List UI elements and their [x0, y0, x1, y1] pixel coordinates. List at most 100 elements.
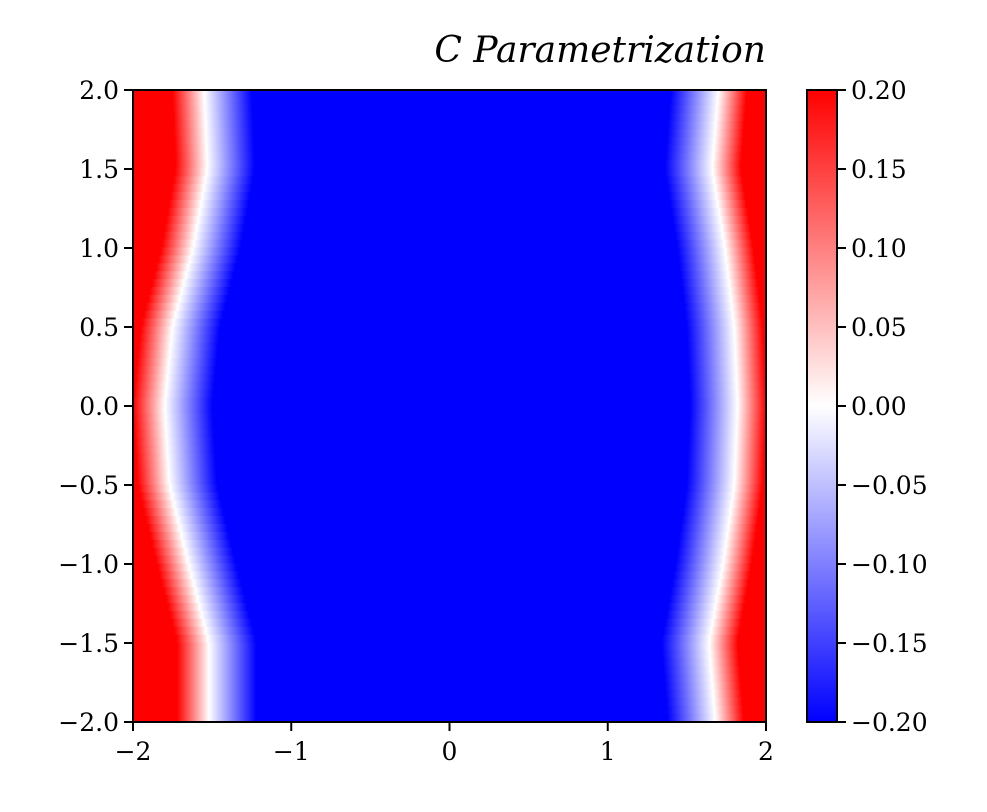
heatmap-row — [133, 697, 766, 707]
heatmap-row — [133, 658, 766, 668]
heatmap-row — [133, 468, 766, 478]
heatmap-row — [133, 642, 766, 652]
colorbar-tick-label: −0.20 — [851, 708, 928, 737]
heatmap-row — [133, 405, 766, 415]
y-tick-label: −1.0 — [58, 550, 119, 579]
heatmap-row — [133, 294, 766, 304]
heatmap-row — [133, 484, 766, 494]
heatmap-row — [133, 689, 766, 699]
colorbar-tick-label: −0.15 — [851, 629, 928, 658]
colorbar-tick-label: 0.05 — [851, 313, 907, 342]
colorbar-tick-label: 0.20 — [851, 76, 907, 105]
heatmap-row — [133, 255, 766, 265]
heatmap-row — [133, 571, 766, 581]
y-tick-label: −2.0 — [58, 708, 119, 737]
heatmap-row — [133, 279, 766, 288]
heatmap-row — [133, 358, 766, 367]
heatmap-area — [132, 89, 767, 723]
heatmap-row — [133, 666, 766, 676]
heatmap-row — [133, 531, 766, 541]
heatmap-row — [133, 587, 766, 597]
heatmap-row — [133, 713, 766, 722]
heatmap-row — [133, 476, 766, 486]
heatmap-row — [133, 397, 766, 407]
y-tick-label: 0.5 — [79, 313, 119, 342]
y-tick-label: −0.5 — [58, 471, 119, 500]
heatmap-row — [133, 239, 766, 249]
heatmap-row — [133, 160, 766, 170]
heatmap-row — [133, 705, 766, 715]
heatmap-row — [133, 516, 766, 525]
x-axis: −2 −1 0 1 2 — [115, 722, 774, 766]
heatmap-row — [133, 231, 766, 241]
heatmap-row — [133, 176, 766, 186]
heatmap-row — [133, 342, 766, 352]
colorbar-tick-label: −0.05 — [851, 471, 928, 500]
heatmap-row — [133, 626, 766, 636]
heatmap-row — [133, 144, 766, 154]
y-tick-label: −1.5 — [58, 629, 119, 658]
heatmap-row — [133, 579, 766, 589]
heatmap-row — [133, 508, 766, 518]
heatmap-row — [133, 334, 766, 344]
heatmap-row — [133, 208, 766, 217]
heatmap-row — [133, 113, 766, 123]
heatmap-row — [133, 492, 766, 502]
heatmap-row — [133, 373, 766, 383]
heatmap-row — [133, 263, 766, 273]
heatmap-row — [133, 563, 766, 573]
heatmap-row — [133, 389, 766, 399]
heatmap-row — [133, 97, 766, 107]
heatmap-row — [133, 247, 766, 257]
heatmap-row — [133, 192, 766, 202]
heatmap-row — [133, 326, 766, 336]
colorbar-tick-label: −0.10 — [851, 550, 928, 579]
chart-title: C Parametrization — [434, 30, 766, 71]
heatmap-row — [133, 105, 766, 115]
heatmap-row — [133, 547, 766, 557]
heatmap-row — [133, 287, 766, 296]
x-tick-label: −2 — [115, 737, 152, 766]
heatmap-row — [133, 650, 766, 660]
x-tick-label: 2 — [758, 737, 774, 766]
heatmap-row — [133, 184, 766, 194]
heatmap-row — [133, 421, 766, 431]
heatmap-row — [133, 437, 766, 446]
heatmap-row — [133, 618, 766, 628]
y-tick-label: 2.0 — [79, 76, 119, 105]
colorbar-tick-label: 0.15 — [851, 155, 907, 184]
heatmap-row — [133, 381, 766, 391]
heatmap-row — [133, 634, 766, 644]
heatmap-row — [133, 682, 766, 691]
heatmap-row — [133, 223, 766, 233]
heatmap-row — [133, 595, 766, 604]
heatmap-row — [133, 452, 766, 462]
x-tick-label: 1 — [600, 737, 616, 766]
heatmap-row — [133, 168, 766, 178]
heatmap-row — [133, 129, 766, 138]
colorbar-gradient — [806, 89, 838, 723]
heatmap-row — [133, 318, 766, 328]
heatmap-row — [133, 429, 766, 439]
colorbar-tick-label: 0.10 — [851, 234, 907, 263]
x-tick-label: −1 — [273, 737, 310, 766]
heatmap-row — [133, 500, 766, 510]
heatmap-row — [133, 445, 766, 454]
heatmap-row — [133, 524, 766, 533]
heatmap-row — [133, 215, 766, 225]
heatmap-row — [133, 460, 766, 470]
x-tick-label: 0 — [442, 737, 458, 766]
colorbar-tick-label: 0.00 — [851, 392, 907, 421]
heatmap-row — [133, 136, 766, 146]
y-tick-label: 0.0 — [79, 392, 119, 421]
heatmap-row — [133, 366, 766, 375]
y-tick-label: 1.0 — [79, 234, 119, 263]
colorbar: 0.20 0.15 0.10 0.05 0.00 −0.05 −0.10 −0.15 −0.20 — [806, 76, 928, 737]
y-tick-label: 1.5 — [79, 155, 119, 184]
heatmap-row — [133, 271, 766, 281]
heatmap-row — [133, 302, 766, 312]
colorbar-axis: 0.20 0.15 0.10 0.05 0.00 −0.05 −0.10 −0.15 −0.20 — [837, 76, 928, 737]
heatmap-row — [133, 674, 766, 683]
heatmap-row — [133, 555, 766, 565]
